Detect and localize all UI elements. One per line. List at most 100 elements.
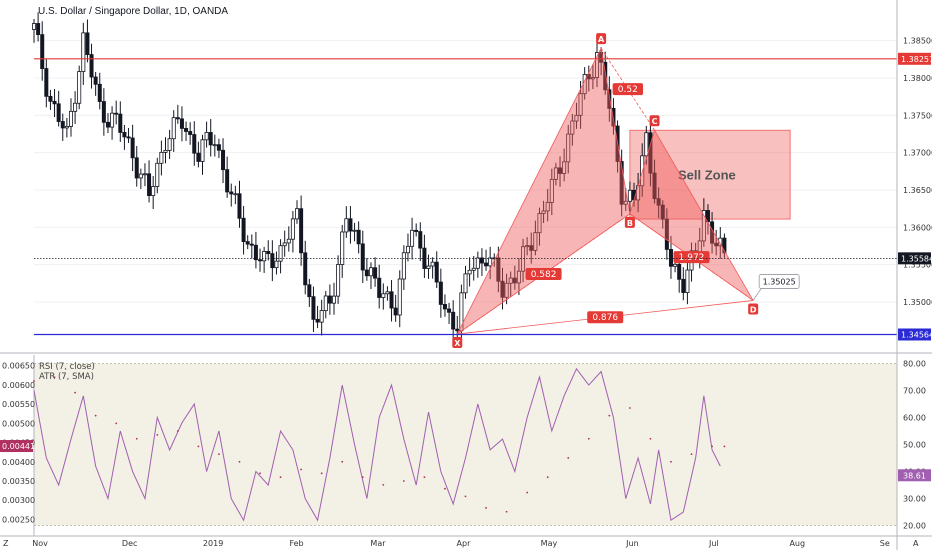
candle-body [212, 144, 217, 147]
candle-body [44, 68, 49, 97]
rsi-band [34, 363, 897, 526]
candle-body [590, 77, 595, 80]
atr-point [115, 422, 118, 425]
candle-body [278, 245, 283, 262]
time-tick-label: Aug [789, 539, 805, 548]
sell-zone-label: Sell Zone [678, 168, 736, 183]
candle-body [471, 267, 476, 271]
atr-point [176, 430, 179, 432]
candle-body [463, 273, 468, 294]
price-tick-label: 1.38000 [903, 74, 932, 83]
candle-body [434, 261, 439, 283]
candle-body [512, 277, 517, 284]
atr-point [218, 453, 220, 456]
indicator-series [33, 367, 726, 522]
time-axis[interactable]: Nov Dec 2019 Feb Mar Apr May Jun Jul Aug Se Z A [0, 535, 932, 548]
atr-tick-label: 0.00650 [2, 362, 35, 371]
candle-body [504, 282, 509, 298]
candle-body [623, 200, 628, 205]
price-tick-label: 1.35000 [903, 298, 932, 307]
price-tick-label: 1.38500 [903, 37, 932, 46]
candle-body [331, 295, 336, 304]
candle-body [701, 210, 706, 242]
candle-body [68, 110, 73, 127]
atr-point [723, 445, 726, 448]
candle-body [397, 278, 402, 316]
atr-point [649, 437, 652, 440]
candle-body [245, 241, 250, 245]
candle-body [258, 259, 263, 262]
time-tick-label: 2019 [203, 539, 223, 548]
candle-body [81, 32, 86, 72]
candle-body [233, 193, 238, 196]
candle-body [681, 278, 686, 293]
candle-body [619, 161, 624, 205]
atr-last-label: 0.00441 [2, 442, 35, 451]
candle-body [32, 23, 37, 30]
time-tick-label: Mar [370, 539, 386, 548]
rsi-tick-label: 80.00 [903, 359, 926, 368]
atr-last-tag [0, 440, 33, 453]
time-tick-label: May [541, 539, 558, 548]
rsi-last-tag [898, 469, 931, 482]
rsi-tick-label: 70.00 [903, 386, 926, 395]
indicator-legend-item: ATR (7, SMA) [39, 372, 94, 382]
indicator-axes[interactable]: 0.006500.006000.005500.005000.004500.004… [0, 359, 931, 531]
candle-body [644, 132, 649, 157]
atr-point [53, 376, 56, 379]
price-axis[interactable]: 1.38500 1.38000 1.37500 1.37000 1.36500 1.360… [896, 0, 932, 550]
candle-body [652, 172, 657, 200]
candle-body [40, 34, 45, 69]
atr-point [320, 472, 323, 475]
target-callout-line [752, 288, 762, 301]
atr-point [587, 437, 590, 440]
candle-body [167, 138, 172, 151]
candle-body [237, 193, 242, 219]
candle-body [126, 136, 131, 139]
atr-point [444, 487, 446, 490]
candle-body [327, 295, 332, 304]
price-tick-label: 1.35500 [903, 261, 932, 270]
pattern-point-badge [624, 216, 635, 228]
pattern-line-AC [600, 47, 655, 131]
rsi-tick-label: 30.00 [903, 495, 926, 504]
atr-point [464, 495, 467, 498]
atr-point [361, 476, 364, 479]
candle-body [171, 117, 176, 140]
candle-body [266, 250, 271, 255]
sell-zone-layer: Sell Zone [629, 129, 791, 220]
atr-tick-label: 0.00300 [2, 496, 35, 505]
atr-point [135, 437, 138, 440]
candle-body [479, 257, 484, 264]
ratio-label: 0.876 [592, 313, 618, 323]
candle-body [48, 95, 53, 102]
atr-point [197, 445, 200, 448]
candle-body [114, 112, 119, 115]
candle-body [229, 191, 234, 195]
footer-right-letter: A [913, 539, 919, 548]
pattern-point-label: B [627, 219, 633, 228]
atr-point [341, 460, 344, 463]
candle-body [118, 113, 123, 133]
candle-body [442, 304, 447, 310]
candle-body [401, 252, 406, 280]
candle-body [660, 204, 665, 220]
candle-body [340, 231, 345, 265]
candles [32, 12, 727, 345]
candle-body [299, 208, 304, 254]
candle-body [570, 120, 575, 135]
candle-body [319, 310, 324, 323]
atr-point [567, 457, 570, 459]
candle-body [64, 125, 69, 129]
price-level-tag-label: 1.34564 [901, 330, 932, 339]
candle-body [225, 169, 230, 193]
candle-body [475, 257, 480, 269]
candle-body [85, 32, 90, 55]
candle-body [77, 71, 82, 104]
atr-tick-label: 0.00350 [2, 477, 35, 486]
candle-body [295, 208, 300, 220]
atr-tick-label: 0.00400 [2, 458, 35, 467]
candle-body [430, 261, 435, 267]
